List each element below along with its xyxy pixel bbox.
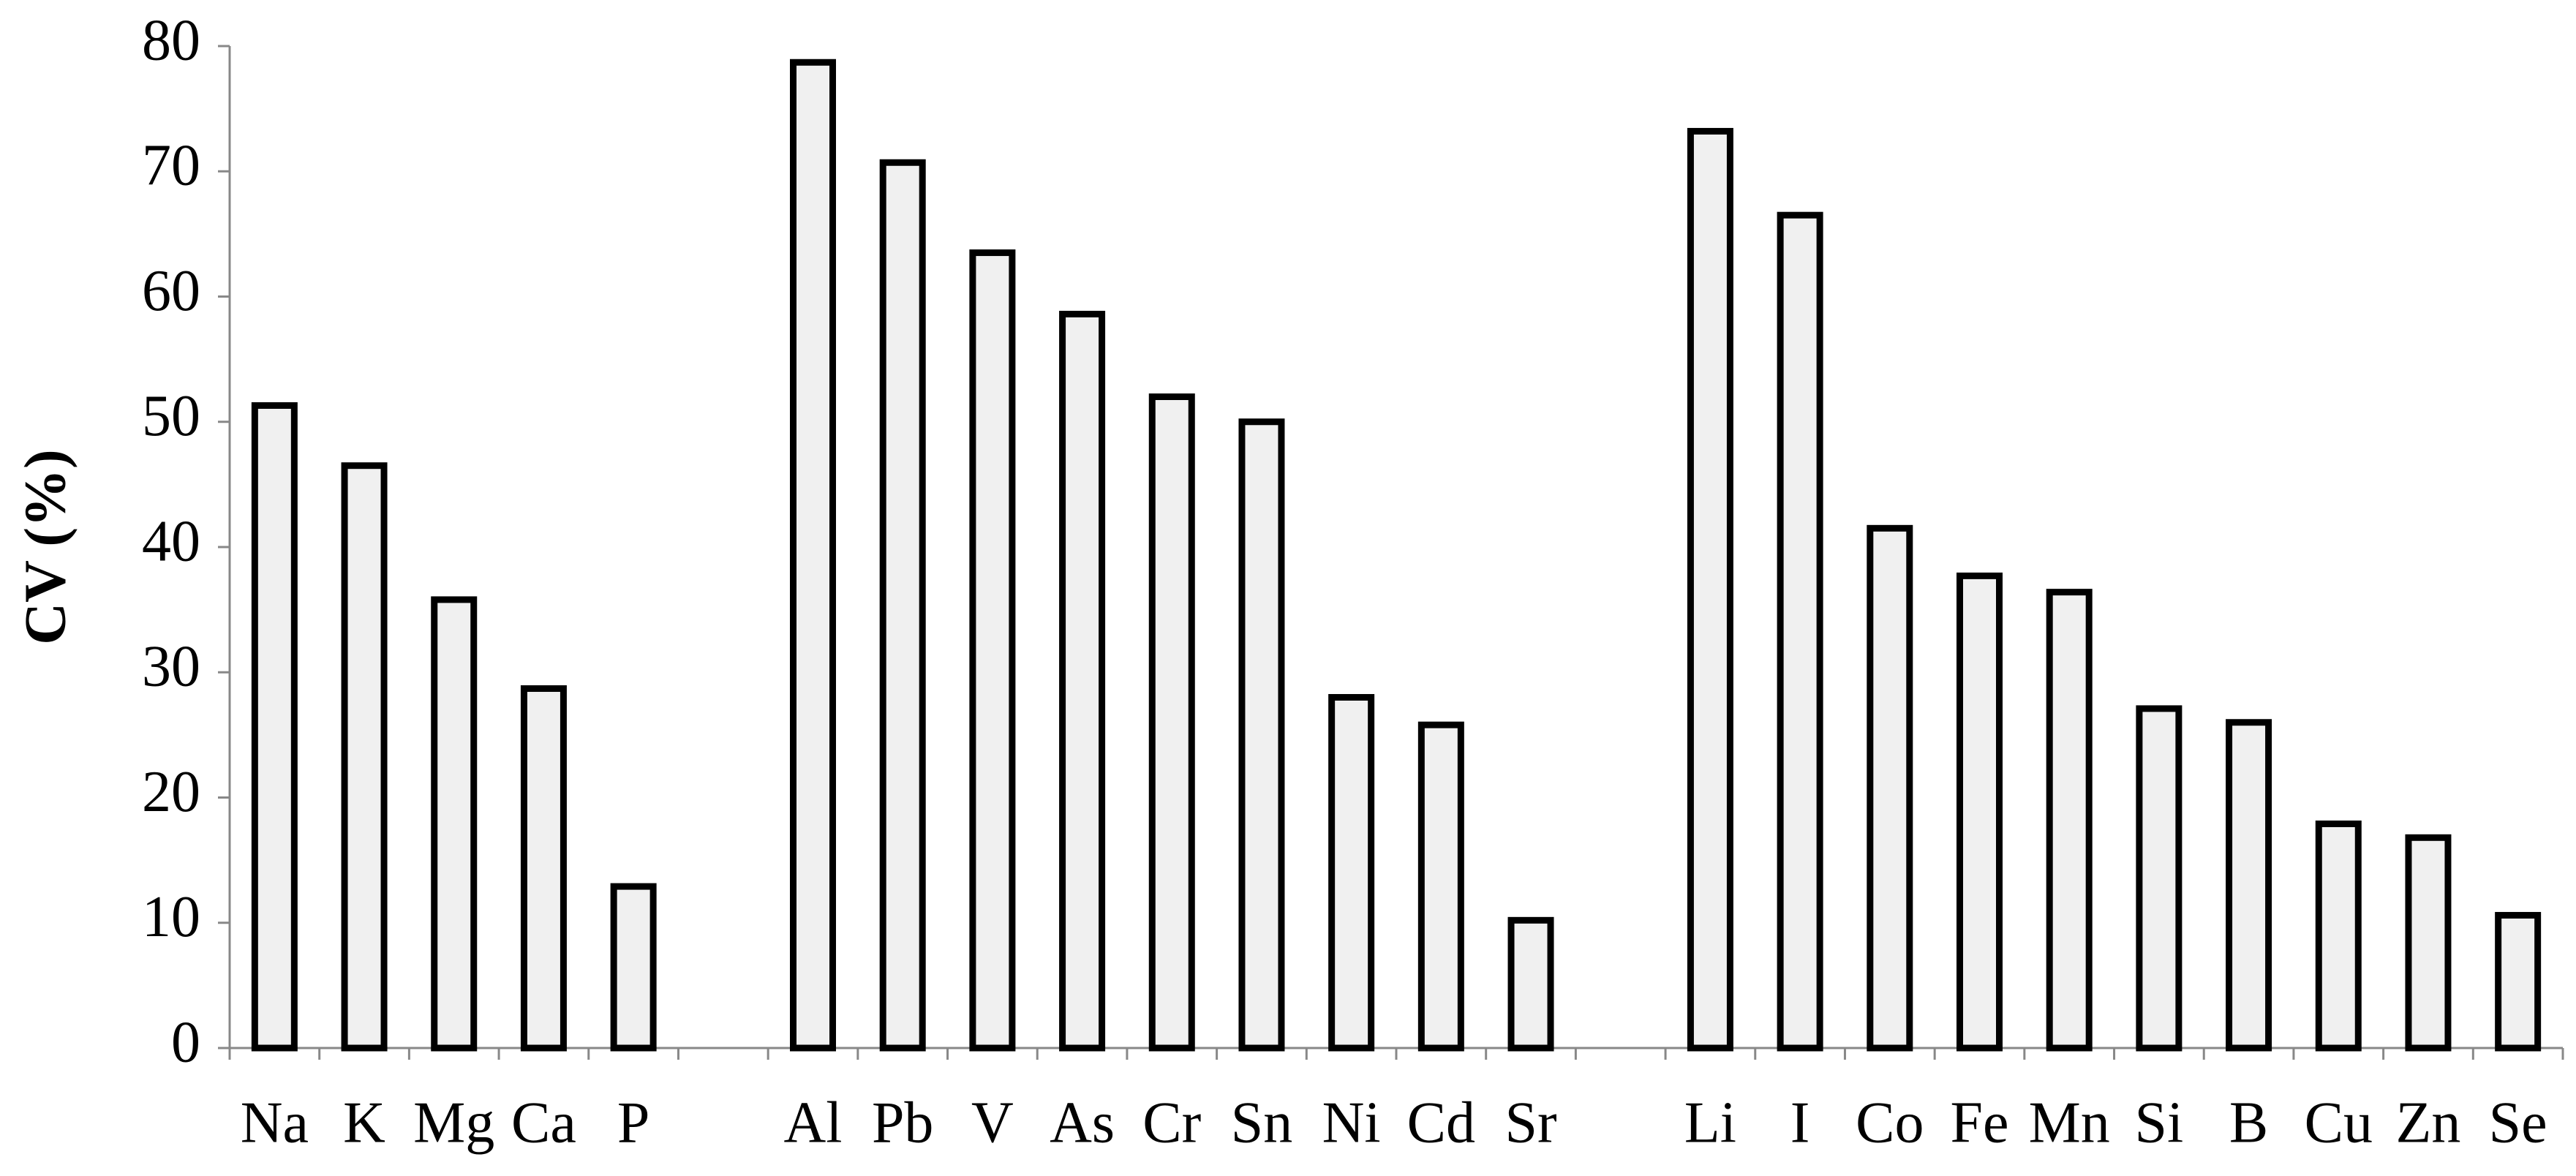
bar [2405, 834, 2452, 1052]
x-tick-label: Fe [1951, 1090, 2009, 1155]
bar [341, 462, 388, 1052]
bar [1957, 572, 2003, 1052]
bar [251, 402, 298, 1052]
x-tick-label: Sn [1231, 1090, 1293, 1155]
bar [790, 59, 836, 1052]
x-tick-label: Sr [1504, 1090, 1556, 1155]
bar [1148, 393, 1195, 1052]
bar [1417, 721, 1464, 1052]
x-tick-label: Pb [872, 1090, 934, 1155]
bar [1777, 211, 1823, 1052]
x-tick-label: Ca [511, 1090, 576, 1155]
x-tick-label: Na [241, 1090, 309, 1155]
x-tick-label: Se [2489, 1090, 2547, 1155]
y-tick-label: 40 [142, 509, 200, 573]
y-tick-label: 70 [142, 134, 200, 198]
bar [969, 249, 1016, 1052]
x-tick-label: Mn [2029, 1090, 2110, 1155]
bar [2136, 705, 2183, 1052]
x-tick-label: Ni [1322, 1090, 1381, 1155]
bar [2315, 820, 2362, 1052]
x-tick-label: Zn [2396, 1090, 2461, 1155]
y-tick-label: 60 [142, 259, 200, 323]
bar [879, 159, 926, 1052]
y-tick-label: 50 [142, 384, 200, 448]
bar [431, 596, 478, 1052]
x-tick-label: Cd [1407, 1090, 1475, 1155]
x-tick-label: As [1050, 1090, 1115, 1155]
bar [1328, 694, 1375, 1052]
bar [1687, 127, 1733, 1052]
bar [520, 685, 567, 1052]
bar [1507, 916, 1554, 1052]
bar [610, 883, 657, 1052]
bar [2046, 589, 2093, 1052]
x-tick-label: I [1790, 1090, 1810, 1155]
y-tick-label: 80 [142, 8, 200, 72]
x-tick-label: Si [2135, 1090, 2184, 1155]
bar [2226, 719, 2272, 1052]
x-tick-label: B [2229, 1090, 2268, 1155]
x-tick-label: Cu [2305, 1090, 2373, 1155]
x-tick-label: P [617, 1090, 650, 1155]
y-tick-label: 0 [171, 1010, 200, 1074]
y-tick-label: 10 [142, 885, 200, 949]
y-tick-label: 20 [142, 760, 200, 824]
x-tick-label: Mg [413, 1090, 494, 1155]
x-tick-label: Cr [1142, 1090, 1201, 1155]
bar [1059, 310, 1106, 1052]
bar [2495, 911, 2542, 1052]
y-tick-label: 30 [142, 635, 200, 699]
x-tick-label: V [971, 1090, 1014, 1155]
x-tick-label: Al [784, 1090, 843, 1155]
bar [1867, 524, 1913, 1052]
bar [1238, 418, 1285, 1052]
x-tick-label: Li [1684, 1090, 1736, 1155]
y-axis-label: CV (%) [13, 449, 78, 644]
x-tick-label: Co [1856, 1090, 1924, 1155]
x-tick-label: K [343, 1090, 385, 1155]
